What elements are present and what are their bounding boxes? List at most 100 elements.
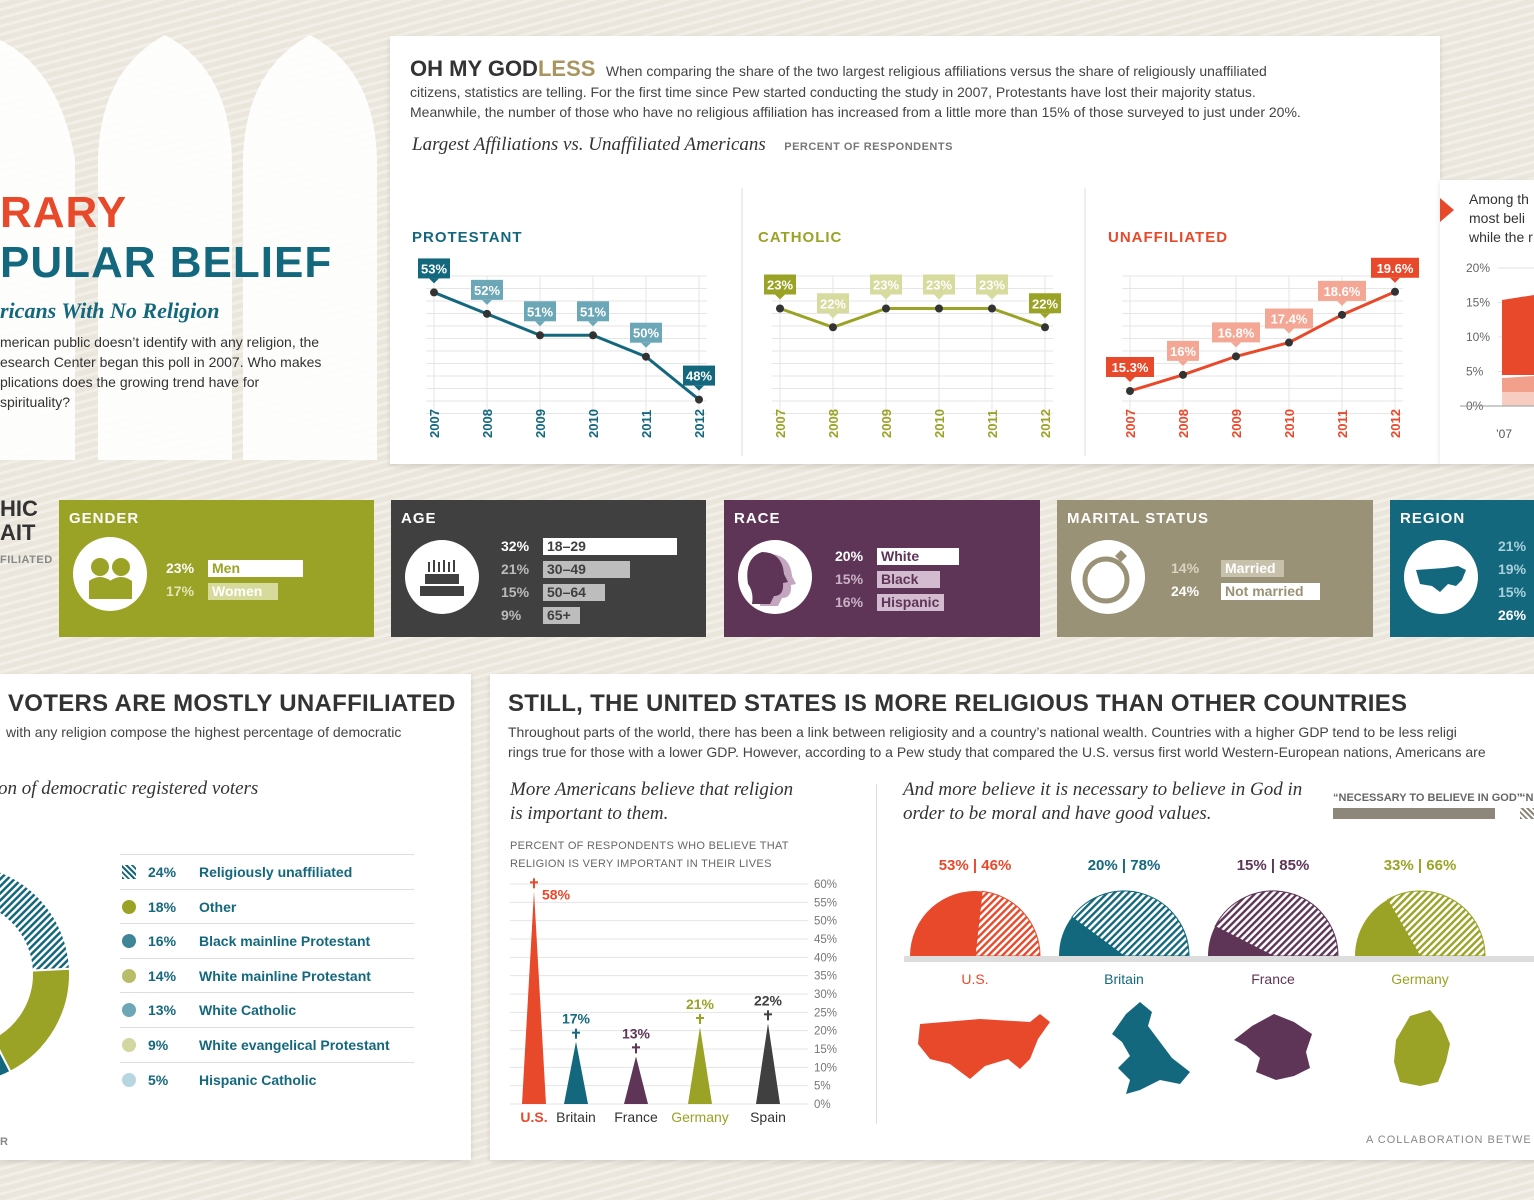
row-pct: 15% xyxy=(501,584,530,600)
y-tick-label: 15% xyxy=(814,1044,837,1056)
pie-slice-necessary xyxy=(910,891,983,956)
series-line xyxy=(779,307,1046,329)
legend-pct: 18% xyxy=(148,898,177,915)
chart-title: UNAFFILIATED xyxy=(1108,229,1228,246)
race-panel: RACE 20% White 15% Black 16% Hispanic xyxy=(724,500,1040,637)
voters-title: VOTERS ARE MOSTLY UNAFFILIATED xyxy=(8,690,456,717)
row-pct: 17% xyxy=(166,583,195,599)
value-label-bg xyxy=(1212,322,1260,343)
x-tick-label: 2007 xyxy=(1123,409,1138,438)
side-title-line: AIT xyxy=(0,520,36,545)
data-point xyxy=(776,304,784,313)
legend-row: 14% White mainline Protestant xyxy=(120,957,414,993)
spike-bar xyxy=(624,1056,648,1104)
value-label: 16.8% xyxy=(1218,325,1255,340)
legend-pct: 9% xyxy=(148,1037,169,1053)
pie-slice-not-necessary xyxy=(974,890,1041,957)
row-pct: 20% xyxy=(835,548,864,564)
bar-subtitle-line: RELIGION IS VERY IMPORTANT IN THEIR LIVE… xyxy=(510,858,772,870)
us-map-shape xyxy=(918,1014,1050,1079)
x-tick-label: 2012 xyxy=(1038,409,1053,438)
value-label-pointer xyxy=(1178,360,1188,366)
series-line xyxy=(433,291,700,401)
gender-panel: GENDER 23% Men 17% Women xyxy=(59,500,374,637)
value-label-bg xyxy=(1318,280,1366,301)
mini-y-tick: 5% xyxy=(1466,365,1484,379)
value-label-bg xyxy=(923,274,955,295)
value-label-pointer xyxy=(1125,377,1135,382)
y-tick-label: 60% xyxy=(814,879,837,891)
legend-row: 9% White evangelical Protestant xyxy=(120,1027,414,1062)
value-label-bg xyxy=(976,274,1008,295)
value-label-pointer xyxy=(482,299,492,305)
x-tick-label: 2011 xyxy=(985,410,1000,438)
value-label-bg xyxy=(683,365,715,386)
x-tick-label: 2010 xyxy=(586,409,601,438)
hero-body-line: spirituality? xyxy=(0,394,71,410)
row-pct: 32% xyxy=(501,538,530,554)
countries-text-line: Throughout parts of the world, there has… xyxy=(508,724,1457,740)
row-bar-label: Black xyxy=(877,571,940,588)
value-label: 52% xyxy=(474,283,500,298)
mini-y-tick: 15% xyxy=(1466,296,1490,310)
value-label: 58% xyxy=(542,886,571,902)
y-tick-label: 50% xyxy=(814,916,837,928)
category-label: Spain xyxy=(750,1109,786,1125)
countries-text: Throughout parts of the world, there has… xyxy=(508,722,1486,762)
value-label-pointer xyxy=(1337,300,1347,306)
value-label: 50% xyxy=(633,326,659,341)
x-tick-label: 2011 xyxy=(639,410,654,438)
side-title-line: HIC xyxy=(0,496,38,521)
countries-card: STILL, THE UNITED STATES IS MORE RELIGIO… xyxy=(490,674,1534,1160)
ring-icon xyxy=(1082,550,1130,604)
data-point xyxy=(642,352,650,361)
legend-dot xyxy=(122,968,136,983)
row-pct: 9% xyxy=(501,607,522,623)
mini-area-main xyxy=(1502,295,1534,375)
hatched-swatch xyxy=(122,865,136,879)
demographics-side-note: FILIATED xyxy=(0,554,53,566)
value-label-bg xyxy=(471,279,503,300)
value-label-pointer xyxy=(588,321,598,327)
x-tick-label: 2007 xyxy=(773,409,788,438)
line-chart-heading: Largest Affiliations vs. Unaffiliated Am… xyxy=(412,134,953,156)
value-label-pointer xyxy=(987,294,997,300)
value-label-pointer xyxy=(694,385,704,391)
legend-dot xyxy=(122,1072,136,1087)
row-pct: 14% xyxy=(1171,560,1200,576)
legend-swatch-solid xyxy=(1333,808,1495,819)
value-label: 18.6% xyxy=(1324,284,1361,299)
side-mini-chart: 20%15%10%5%0% ’07 xyxy=(1460,261,1534,441)
y-tick-label: 45% xyxy=(814,934,837,946)
region-title: REGION xyxy=(1400,510,1466,527)
legend-dot xyxy=(122,1003,136,1018)
legend-pct: 14% xyxy=(148,967,177,984)
data-point xyxy=(1391,287,1399,296)
pie-value-label: 53% | 46% xyxy=(939,857,1012,874)
people-icon xyxy=(89,558,132,599)
value-label-pointer xyxy=(1040,313,1050,319)
row-bar-label: 18–29 xyxy=(543,538,677,555)
hero-subtitle: ricans With No Religion xyxy=(0,298,220,323)
value-label-pointer xyxy=(641,342,651,348)
gender-row: 17% Women xyxy=(166,583,278,600)
region-pct: 21% xyxy=(1498,538,1527,554)
mini-y-tick: 10% xyxy=(1466,330,1490,344)
x-tick-label: 2009 xyxy=(879,409,894,438)
marital-row: 14% Married xyxy=(1171,560,1284,577)
row-bar-label: Married xyxy=(1221,560,1284,577)
pie-slice-not-necessary xyxy=(1214,890,1339,957)
region-pct: 15% xyxy=(1498,584,1527,600)
y-tick-label: 5% xyxy=(814,1081,831,1093)
value-label-pointer xyxy=(934,294,944,300)
intro-heading-b: LESS xyxy=(537,56,596,81)
hero-body-line: plications does the growing trend have f… xyxy=(0,374,260,390)
value-label: 48% xyxy=(686,369,712,384)
value-label-bg xyxy=(577,301,609,322)
legend-row: 5% Hispanic Catholic xyxy=(120,1061,414,1097)
legend-row: 24% Religiously unaffiliated xyxy=(120,854,414,889)
value-label-bg xyxy=(1265,308,1313,329)
value-label: 23% xyxy=(767,278,793,293)
region-pct: 26% xyxy=(1498,607,1527,623)
spike-bar xyxy=(688,1027,712,1104)
